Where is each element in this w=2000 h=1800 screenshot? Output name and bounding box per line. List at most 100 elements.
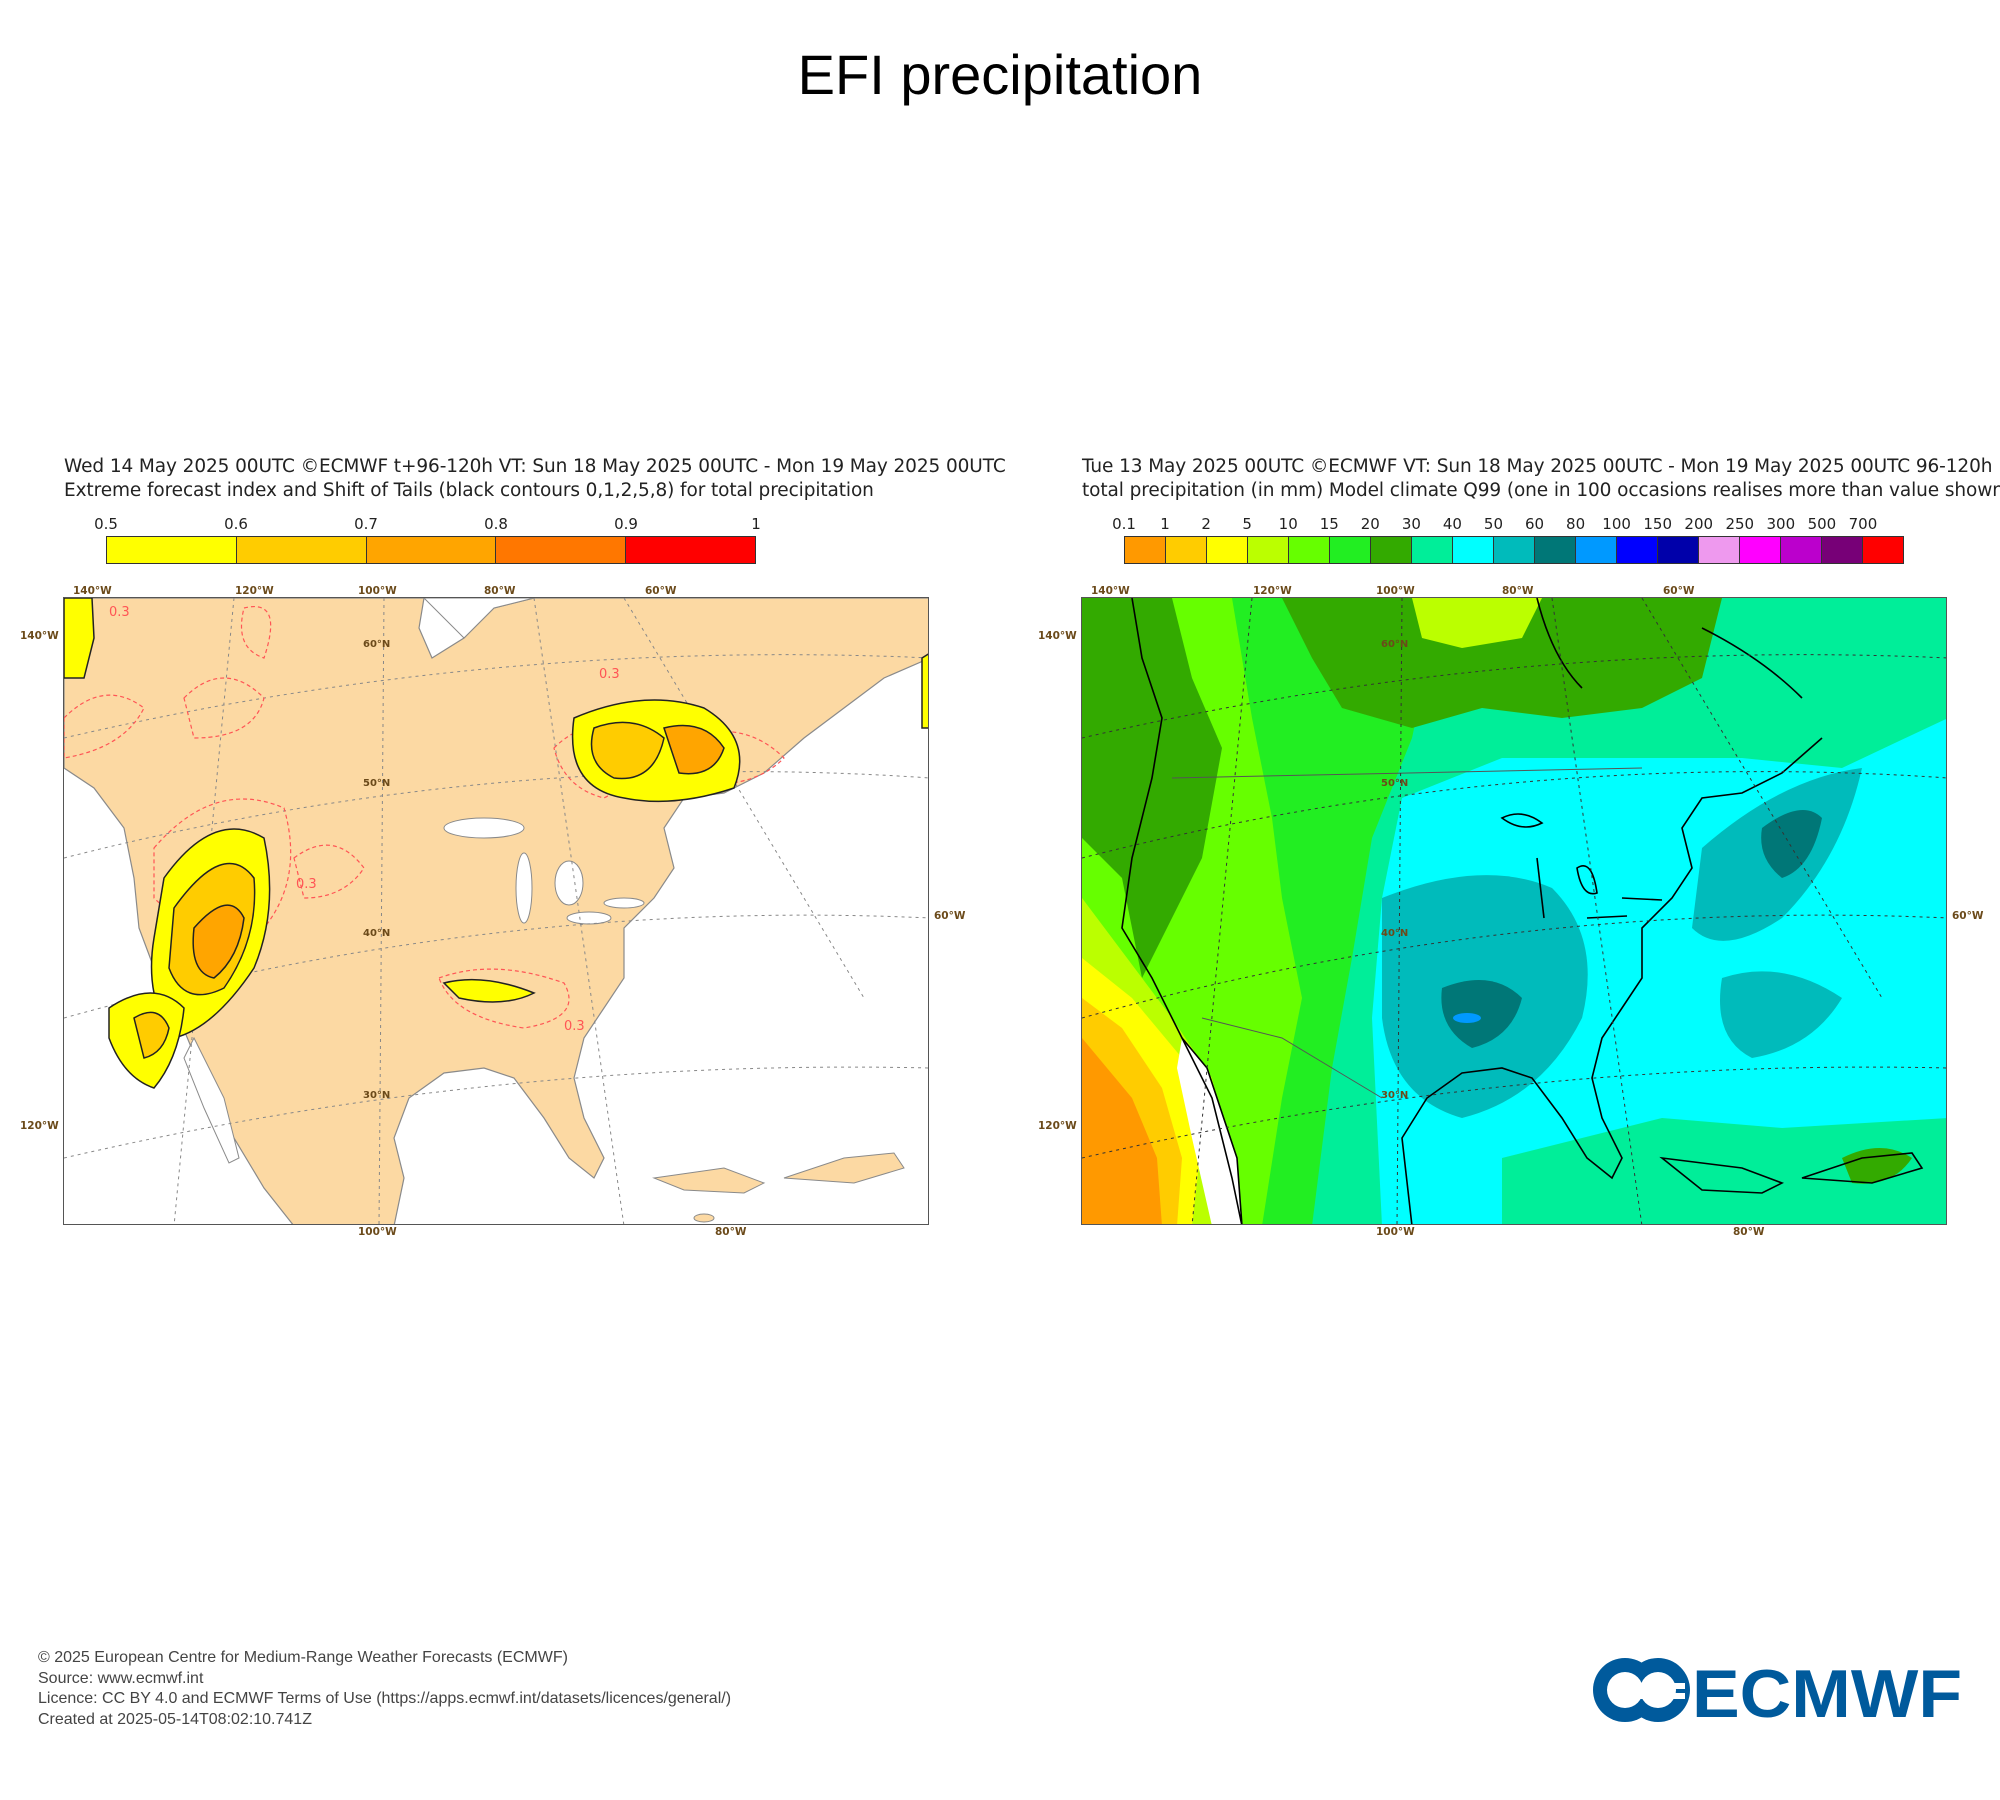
colorbar-tick-label: 0.5 bbox=[94, 515, 118, 533]
gulf-of-california bbox=[183, 1036, 240, 1164]
right-top-lon-label: 60°W bbox=[1663, 585, 1695, 597]
field-green-south bbox=[1502, 1118, 1946, 1224]
right-lat-label: 50°N bbox=[1381, 778, 1409, 789]
colorbar-segment bbox=[1740, 537, 1781, 563]
efi-filled-areas bbox=[64, 598, 928, 1089]
colorbar-segment bbox=[1289, 537, 1330, 563]
left-bottom-lon-label: 100°W bbox=[358, 1226, 397, 1238]
colorbar-segment bbox=[1248, 537, 1289, 563]
left-lat-label: 30°N bbox=[363, 1090, 391, 1101]
left-lat-label: 50°N bbox=[363, 778, 391, 789]
contour-label-0.3: 0.3 bbox=[109, 605, 130, 620]
right-side-label: 60°W bbox=[1952, 910, 1984, 922]
colorbar-segment bbox=[1125, 537, 1166, 563]
colorbar-tick-label: 500 bbox=[1807, 515, 1837, 533]
colorbar-segment bbox=[1535, 537, 1576, 563]
left-side-label: 140°W bbox=[20, 630, 59, 642]
colorbar-segment bbox=[496, 537, 627, 563]
colorbar-tick-label: 100 bbox=[1602, 515, 1631, 533]
field-north-dark bbox=[1282, 598, 1722, 728]
colorbar-tick-label: 60 bbox=[1524, 515, 1545, 533]
colorbar-segment bbox=[1371, 537, 1412, 563]
colorbar-tick-label: 1 bbox=[751, 515, 761, 533]
colorbar-tick-label: 5 bbox=[1242, 515, 1252, 533]
left-bottom-lon-label: 80°W bbox=[715, 1226, 747, 1238]
colorbar-segment bbox=[1576, 537, 1617, 563]
left-panel-header-line2: Extreme forecast index and Shift of Tail… bbox=[64, 480, 874, 501]
colorbar-segment bbox=[1658, 537, 1699, 563]
svg-text:ECMWF: ECMWF bbox=[1692, 1656, 1962, 1725]
left-top-lon-label: 120°W bbox=[235, 585, 274, 597]
left-panel-header-line1: Wed 14 May 2025 00UTC ©ECMWF t+96-120h V… bbox=[64, 456, 1006, 477]
caribbean-islands bbox=[652, 1152, 905, 1223]
left-top-lon-label: 80°W bbox=[484, 585, 516, 597]
colorbar-tick-label: 50 bbox=[1483, 515, 1504, 533]
contour-label-0.3: 0.3 bbox=[296, 877, 317, 892]
colorbar-segment bbox=[366, 537, 497, 563]
left-side-label: 60°W bbox=[934, 910, 966, 922]
colorbar-tick-label: 0.9 bbox=[614, 515, 638, 533]
ecmwf-logo: ECMWF bbox=[1590, 1655, 1970, 1732]
right-lat-label: 30°N bbox=[1381, 1090, 1409, 1101]
colorbar-tick-label: 200 bbox=[1684, 515, 1714, 533]
footer: © 2025 European Centre for Medium-Range … bbox=[38, 1648, 731, 1730]
graticule bbox=[1082, 598, 1946, 1224]
page-title: EFI precipitation bbox=[797, 43, 1203, 106]
colorbar-segment bbox=[1863, 537, 1903, 563]
colorbar-tick-label: 150 bbox=[1643, 515, 1672, 533]
right-panel-header-line2: total precipitation (in mm) Model climat… bbox=[1082, 480, 2000, 501]
footer-copyright: © 2025 European Centre for Medium-Range … bbox=[38, 1649, 568, 1666]
colorbar-segment bbox=[1330, 537, 1371, 563]
coastlines bbox=[1121, 598, 1924, 1224]
colorbar-tick-label: 0.6 bbox=[224, 515, 248, 533]
colorbar-tick-label: 300 bbox=[1766, 515, 1796, 533]
contour-labels: 0.3 0.3 0.3 0.3 bbox=[109, 605, 620, 1034]
left-top-lon-label: 100°W bbox=[358, 585, 397, 597]
footer-source: Source: www.ecmwf.int bbox=[38, 1669, 204, 1687]
colorbar-segment bbox=[1412, 537, 1453, 563]
colorbar-segment bbox=[1781, 537, 1822, 563]
colorbar-tick-label: 0.1 bbox=[1112, 515, 1136, 533]
ecmwf-logo-icon: ECMWF bbox=[1593, 1656, 1962, 1732]
field-50-60 bbox=[1441, 980, 1522, 1048]
right-panel-header-line1: Tue 13 May 2025 00UTC ©ECMWF VT: Sun 18 … bbox=[1082, 456, 1993, 477]
right-top-lon-label: 100°W bbox=[1376, 585, 1415, 597]
colorbar-segment bbox=[1617, 537, 1658, 563]
hudson-bay bbox=[423, 598, 535, 639]
right-side-label: 120°W bbox=[1038, 1120, 1077, 1132]
field-40-50-coast bbox=[1720, 971, 1842, 1058]
colorbar-tick-label: 2 bbox=[1201, 515, 1211, 533]
colorbar-tick-label: 1 bbox=[1160, 515, 1170, 533]
field-50-60-east bbox=[1761, 810, 1822, 878]
colorbar-tick-label: 700 bbox=[1848, 515, 1878, 533]
right-colorbar bbox=[1124, 536, 1904, 564]
left-colorbar bbox=[106, 536, 756, 564]
colorbar-segment bbox=[236, 537, 367, 563]
colorbar-segment bbox=[1822, 537, 1863, 563]
colorbar-tick-label: 10 bbox=[1278, 515, 1298, 533]
colorbar-tick-label: 30 bbox=[1401, 515, 1421, 533]
borders bbox=[1171, 767, 1643, 1099]
right-lat-label: 40°N bbox=[1381, 928, 1409, 939]
left-lat-label: 40°N bbox=[363, 928, 391, 939]
colorbar-tick-label: 250 bbox=[1725, 515, 1755, 533]
colorbar-segment bbox=[1166, 537, 1207, 563]
colorbar-segment bbox=[626, 537, 755, 563]
great-lakes bbox=[443, 817, 645, 925]
colorbar-tick-label: 0.7 bbox=[354, 515, 378, 533]
footer-licence: Licence: CC BY 4.0 and ECMWF Terms of Us… bbox=[38, 1690, 732, 1707]
colorbar-segment bbox=[107, 537, 237, 563]
right-top-lon-label: 80°W bbox=[1502, 585, 1534, 597]
colorbar-segment bbox=[1207, 537, 1248, 563]
efi-map-canvas: 0.3 0.3 0.3 0.3 bbox=[64, 598, 928, 1224]
field-80-100 bbox=[1453, 1013, 1481, 1023]
colorbar-tick-label: 40 bbox=[1442, 515, 1462, 533]
left-top-lon-label: 140°W bbox=[73, 585, 112, 597]
q99-map-canvas bbox=[1082, 598, 1946, 1224]
contour-label-0.3: 0.3 bbox=[564, 1019, 585, 1034]
right-top-lon-label: 120°W bbox=[1253, 585, 1292, 597]
right-bottom-lon-label: 100°W bbox=[1376, 1226, 1415, 1238]
right-top-lon-label: 140°W bbox=[1091, 585, 1130, 597]
field-0.1-1 bbox=[1082, 1038, 1162, 1224]
footer-created: Created at 2025-05-14T08:02:10.741Z bbox=[38, 1710, 312, 1728]
